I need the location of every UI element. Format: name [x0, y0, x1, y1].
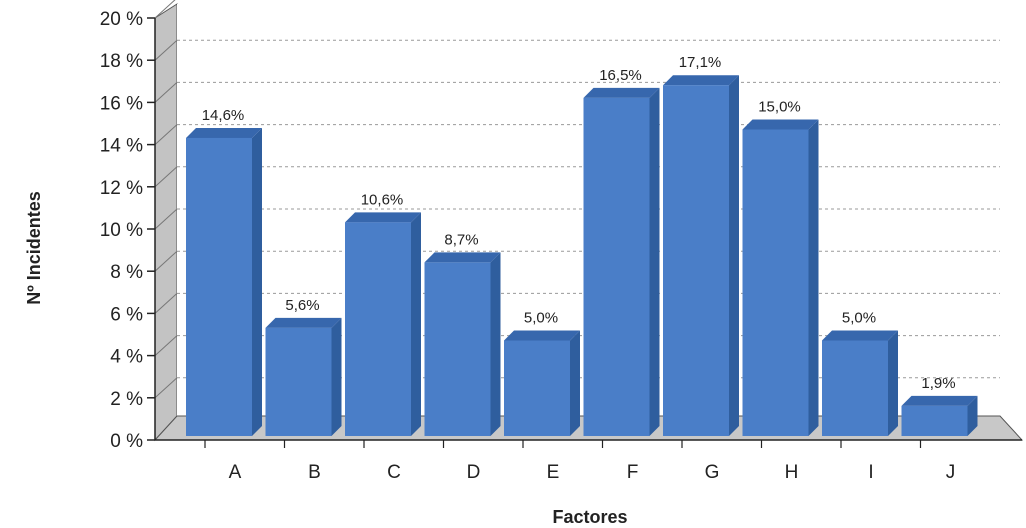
- data-label: 5,0%: [842, 310, 876, 327]
- bar-D: 8,7%: [424, 231, 501, 436]
- x-tick-label: I: [868, 462, 873, 483]
- bar-top: [186, 127, 262, 138]
- bar-top: [265, 317, 342, 328]
- bar-top: [583, 87, 660, 98]
- bar: [504, 340, 570, 436]
- bar: [901, 405, 968, 436]
- bar: [583, 97, 650, 436]
- x-tick-label: F: [627, 462, 639, 483]
- x-tick-label: C: [387, 462, 401, 483]
- bar: [186, 137, 252, 436]
- bar: [424, 262, 491, 436]
- bar-top: [742, 119, 819, 130]
- x-axis: A B C D E F G H I J: [204, 440, 956, 483]
- bar-top: [663, 75, 739, 86]
- bar: [345, 222, 411, 436]
- bar-side: [411, 212, 421, 436]
- bar-I: 5,0%: [822, 310, 898, 436]
- bar-side: [490, 252, 501, 436]
- bar-top: [424, 252, 501, 263]
- side-wall: [154, 3, 178, 442]
- y-axis: 0 % 2 % 4 % 6 % 8 % 10 % 12 % 14 % 16 % 18 % 20 %: [100, 9, 1022, 452]
- y-tick-label: 8 %: [110, 262, 143, 283]
- x-tick-label: A: [229, 462, 242, 483]
- bar-top: [822, 330, 898, 341]
- gridline-side: [154, 335, 178, 356]
- bar-J: 1,9%: [901, 375, 978, 436]
- y-tick-label: 10 %: [100, 220, 143, 241]
- y-tick-label: 20 %: [100, 9, 143, 30]
- bar-A: 14,6%: [186, 107, 262, 436]
- data-label: 14,6%: [202, 107, 245, 124]
- data-label: 10,6%: [361, 191, 404, 208]
- data-label: 5,0%: [524, 310, 558, 327]
- x-tick-label: E: [547, 462, 560, 483]
- bar-side: [331, 317, 342, 436]
- bar-top: [345, 212, 421, 223]
- bar-F: 16,5%: [583, 67, 660, 436]
- bar-C: 10,6%: [345, 191, 421, 436]
- y-axis-title: Nº Incidentes: [24, 191, 44, 305]
- bar-E: 5,0%: [504, 310, 580, 436]
- data-label: 16,5%: [599, 67, 642, 84]
- bar-side: [649, 87, 660, 436]
- bar-B: 5,6%: [265, 297, 342, 436]
- y-tick-label: 16 %: [100, 93, 143, 114]
- bar: [742, 129, 809, 436]
- x-tick-label: H: [785, 462, 799, 483]
- data-label: 15,0%: [758, 99, 801, 116]
- bar-H: 15,0%: [742, 99, 819, 436]
- gridline-side: [154, 0, 176, 19]
- x-tick-label: B: [308, 462, 321, 483]
- gridline-side: [154, 250, 178, 272]
- y-tick-label: 12 %: [100, 178, 143, 199]
- bar-side: [570, 330, 580, 436]
- bar: [265, 327, 332, 436]
- gridline-side: [154, 166, 178, 188]
- bar-top: [504, 330, 580, 341]
- x-tick-label: G: [705, 462, 720, 483]
- bars: 14,6% 5,6% 10,6% 8,7% 5,0% 16,5% 17,1% 15,0% 5,0…: [186, 54, 978, 436]
- bar-G: 17,1%: [663, 54, 739, 436]
- x-axis-title: Factores: [552, 507, 627, 527]
- data-label: 17,1%: [679, 54, 722, 71]
- gridline-side: [154, 293, 178, 314]
- gridline-side: [154, 82, 178, 103]
- bar-side: [967, 395, 978, 436]
- y-tick-label: 14 %: [100, 136, 143, 157]
- y-tick-label: 18 %: [100, 51, 143, 72]
- bar: [663, 85, 729, 436]
- y-tick-label: 0 %: [110, 431, 143, 452]
- data-label: 1,9%: [921, 375, 955, 392]
- bar-side: [729, 75, 739, 436]
- x-tick-label: D: [467, 462, 481, 483]
- gridline-side: [154, 208, 178, 230]
- bar-side: [808, 119, 819, 436]
- gridline-side: [154, 124, 178, 145]
- y-tick-label: 2 %: [110, 389, 143, 410]
- data-label: 8,7%: [444, 231, 478, 248]
- bar-side: [888, 330, 898, 436]
- bar-side: [252, 127, 262, 436]
- x-tick-label: J: [946, 462, 956, 483]
- gridline-side: [154, 377, 178, 399]
- y-tick-label: 4 %: [110, 347, 143, 368]
- data-label: 5,6%: [285, 297, 319, 314]
- gridline-side: [154, 39, 178, 61]
- bar: [822, 340, 888, 436]
- bar-top: [901, 395, 978, 406]
- y-tick-label: 6 %: [110, 304, 143, 325]
